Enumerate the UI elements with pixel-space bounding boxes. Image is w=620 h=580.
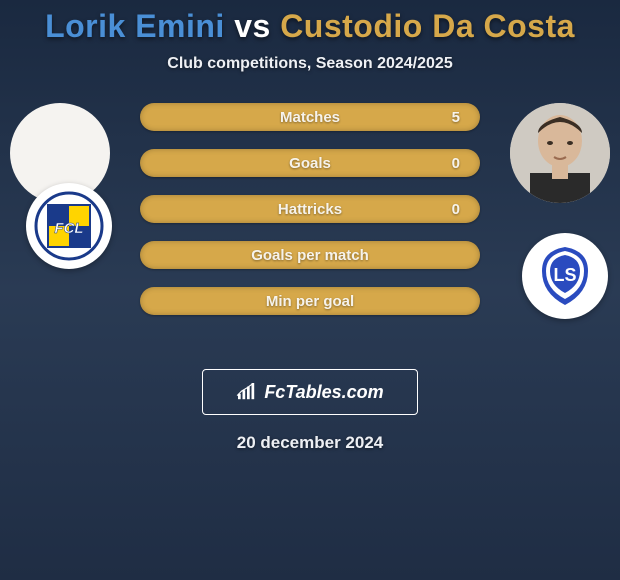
player1-name: Lorik Emini [45, 8, 225, 44]
player2-name: Custodio Da Costa [280, 8, 575, 44]
stat-bar-label: Hattricks [278, 201, 342, 218]
lausanne-badge-icon: LS [530, 241, 600, 311]
player-silhouette-icon [510, 103, 610, 203]
player2-avatar [510, 103, 610, 203]
vs-word: vs [234, 8, 271, 44]
page-title: Lorik Emini vs Custodio Da Costa [0, 0, 620, 45]
watermark: FcTables.com [202, 369, 418, 415]
svg-text:FCL: FCL [54, 220, 83, 237]
stat-bar: Min per goal [140, 287, 480, 315]
stat-bar-value: 5 [452, 109, 460, 126]
stat-bar: Hattricks 0 [140, 195, 480, 223]
stat-bar-label: Matches [280, 109, 340, 126]
subtitle: Club competitions, Season 2024/2025 [0, 55, 620, 73]
stat-bar: Goals per match [140, 241, 480, 269]
bar-chart-icon [236, 383, 258, 401]
date-text: 20 december 2024 [0, 433, 620, 453]
svg-text:LS: LS [553, 265, 576, 285]
stat-bars: Matches 5 Goals 0 Hattricks 0 Goals per match M… [140, 103, 480, 333]
watermark-text: FcTables.com [264, 382, 383, 403]
stats-area: FCL LS Matches5Go [0, 103, 620, 363]
stat-bar-label: Min per goal [266, 293, 354, 310]
stat-bar-label: Goals per match [251, 247, 369, 264]
stat-bar-value: 0 [452, 201, 460, 218]
stat-bar: Goals 0 [140, 149, 480, 177]
fcl-badge-icon: FCL [34, 191, 104, 261]
player1-club-badge: FCL [26, 183, 112, 269]
player2-club-badge: LS [522, 233, 608, 319]
stat-bar-value: 0 [452, 155, 460, 172]
stat-bar-label: Goals [289, 155, 331, 172]
stat-bar: Matches 5 [140, 103, 480, 131]
comparison-card: Lorik Emini vs Custodio Da Costa Club co… [0, 0, 620, 580]
